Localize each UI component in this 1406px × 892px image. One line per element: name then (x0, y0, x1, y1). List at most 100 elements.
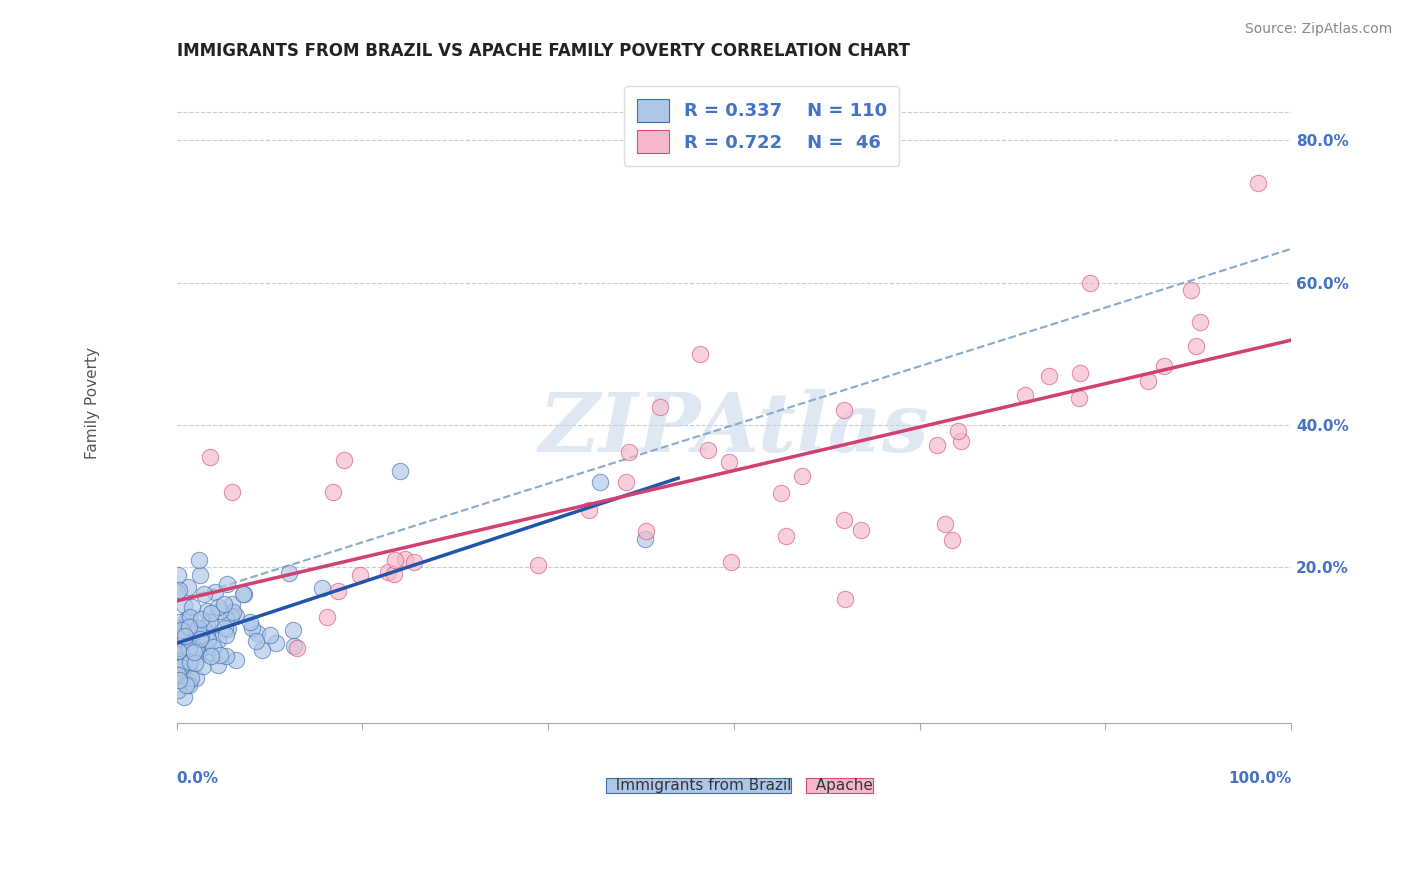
Point (634, 524, 657, 538)
Point (176, 612, 198, 626)
Text: Apache: Apache (806, 778, 873, 793)
Point (614, 475, 637, 490)
Point (179, 620, 201, 634)
Point (184, 656, 207, 670)
Text: IMMIGRANTS FROM BRAZIL VS APACHE FAMILY POVERTY CORRELATION CHART: IMMIGRANTS FROM BRAZIL VS APACHE FAMILY … (177, 42, 910, 60)
Point (204, 584, 226, 599)
Point (769, 485, 792, 500)
Point (1153, 359, 1175, 374)
Point (246, 626, 269, 640)
Point (172, 635, 194, 649)
Point (197, 632, 219, 646)
Point (183, 645, 205, 659)
Point (718, 455, 741, 469)
Point (166, 665, 188, 680)
Point (177, 581, 200, 595)
Point (173, 622, 195, 636)
Point (209, 648, 232, 662)
Point (169, 623, 191, 637)
Point (174, 678, 197, 692)
Point (215, 576, 238, 591)
Point (195, 604, 218, 618)
Point (950, 434, 973, 449)
Point (250, 643, 273, 657)
Point (245, 634, 267, 648)
Point (925, 437, 948, 451)
Point (377, 565, 399, 579)
Point (207, 633, 229, 648)
Point (394, 552, 416, 566)
Point (775, 529, 797, 543)
Point (197, 632, 219, 647)
Point (382, 567, 405, 582)
Point (1180, 283, 1202, 297)
Point (634, 532, 657, 546)
Point (221, 485, 243, 500)
Point (198, 450, 221, 464)
Point (191, 620, 214, 634)
Point (179, 655, 201, 669)
Point (311, 581, 333, 595)
Point (326, 583, 349, 598)
Point (173, 690, 195, 704)
Point (193, 587, 215, 601)
Point (283, 624, 305, 638)
Point (167, 583, 190, 598)
Point (177, 657, 200, 671)
Point (322, 485, 344, 500)
Point (849, 523, 872, 537)
Point (287, 640, 309, 655)
Point (174, 629, 197, 643)
Legend: R = 0.337    N = 110, R = 0.722    N =  46: R = 0.337 N = 110, R = 0.722 N = 46 (624, 87, 900, 166)
Point (172, 651, 194, 665)
Point (166, 585, 188, 599)
Point (184, 671, 207, 685)
Text: ZIPAtlas: ZIPAtlas (538, 389, 929, 469)
Text: Immigrants from Brazil: Immigrants from Brazil (606, 778, 792, 793)
Point (179, 610, 201, 624)
Point (190, 612, 212, 626)
Point (170, 624, 193, 639)
Point (720, 555, 742, 569)
Point (617, 445, 640, 459)
Point (179, 640, 201, 655)
Point (832, 513, 855, 527)
Point (195, 618, 218, 632)
Point (215, 612, 238, 626)
Text: Source: ZipAtlas.com: Source: ZipAtlas.com (1244, 22, 1392, 37)
Point (166, 668, 188, 682)
Point (190, 641, 212, 656)
Point (172, 627, 194, 641)
Point (1246, 176, 1268, 190)
Point (946, 424, 969, 438)
Point (1188, 315, 1211, 329)
Point (1080, 276, 1102, 290)
Point (834, 591, 856, 606)
Point (190, 631, 212, 645)
Point (278, 566, 301, 580)
Point (934, 516, 956, 531)
Point (195, 626, 218, 640)
Point (315, 610, 337, 624)
Point (333, 453, 356, 467)
Point (176, 632, 198, 646)
Point (167, 615, 190, 629)
Point (169, 663, 191, 677)
Point (1136, 374, 1159, 388)
Point (191, 659, 214, 673)
Point (232, 587, 254, 601)
Point (173, 599, 195, 613)
Point (180, 671, 202, 685)
Point (832, 403, 855, 417)
Point (209, 604, 232, 618)
Y-axis label: Family Poverty: Family Poverty (86, 348, 100, 459)
Point (170, 629, 193, 643)
Point (172, 642, 194, 657)
Point (219, 609, 242, 624)
Text: 100.0%: 100.0% (1227, 772, 1291, 787)
Text: 0.0%: 0.0% (177, 772, 219, 787)
Point (1069, 367, 1091, 381)
Point (179, 628, 201, 642)
Point (222, 605, 245, 619)
Point (166, 648, 188, 663)
